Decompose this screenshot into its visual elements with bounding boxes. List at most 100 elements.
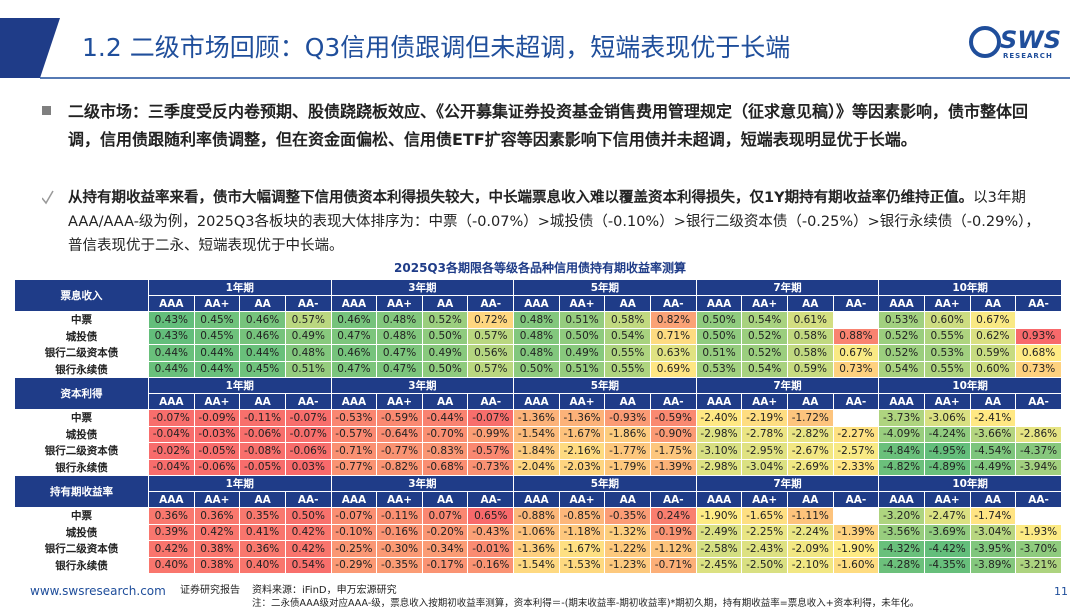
page-number: 11 [1054, 585, 1068, 598]
grade-header: AAA [330, 295, 378, 312]
cell: -3.10% [695, 442, 743, 460]
bullet-icons [42, 106, 54, 205]
table-title: 2025Q3各期限各等级各品种信用债持有期收益率测算 [394, 261, 686, 275]
cell: 0.73% [1015, 360, 1062, 378]
logo-sub: RESEARCH [1003, 52, 1053, 60]
grade-header: AAA [148, 393, 195, 410]
cell: -0.05% [193, 442, 241, 460]
cell: 0.52% [878, 344, 925, 362]
period-header: 7年期 [695, 475, 880, 492]
cell: -0.10% [330, 523, 378, 541]
cell: -1.54% [513, 556, 560, 574]
grade-header: AA- [284, 393, 332, 410]
cell: 0.43% [148, 327, 195, 345]
row-label: 银行永续债 [14, 360, 149, 378]
cell: -2.86% [1015, 425, 1062, 443]
cell: -1.54% [513, 425, 560, 443]
grade-header: AA+ [923, 295, 971, 312]
cell: -2.98% [695, 425, 743, 443]
row-label: 银行二级资本债 [14, 344, 149, 362]
cell: -0.70% [421, 425, 469, 443]
cell: -0.07% [330, 507, 378, 525]
cell: -1.36% [513, 540, 560, 558]
data-row: 城投债 0.39% 0.42% 0.41% 0.42% -0.10% -0.16% -0.20… [14, 523, 1062, 541]
cell: 0.48% [284, 344, 332, 362]
cell: -1.67% [558, 540, 606, 558]
cell: -1.67% [558, 425, 606, 443]
cell: -0.71% [650, 556, 697, 574]
row-label: 中票 [14, 507, 149, 525]
cell: 0.52% [421, 311, 469, 329]
grade-header: AA- [650, 491, 697, 508]
cell: -2.19% [741, 409, 788, 427]
row-label: 中票 [14, 409, 149, 427]
cell: -1.18% [558, 523, 606, 541]
cell: -2.09% [786, 540, 834, 558]
grade-header: AA [786, 491, 834, 508]
cell: -1.23% [604, 556, 652, 574]
cell: 0.71% [650, 327, 697, 345]
period-header: 10年期 [878, 377, 1062, 394]
cell: 0.42% [284, 540, 332, 558]
cell: 0.38% [193, 540, 241, 558]
data-row: 银行永续债 0.40% 0.38% 0.40% 0.54% -0.29% -0.35% -0.… [14, 556, 1062, 574]
cell: -0.06% [193, 458, 241, 476]
cell: 0.55% [604, 344, 652, 362]
grade-header: AA [969, 295, 1017, 312]
grade-header: AAA [148, 491, 195, 508]
period-header: 3年期 [330, 377, 515, 394]
grade-header: AA+ [741, 491, 788, 508]
grade-header: AAA [695, 491, 743, 508]
cell: 0.61% [786, 311, 834, 329]
cell: -0.35% [376, 556, 423, 574]
grade-header: AAA [878, 295, 925, 312]
grade-header: AA- [467, 393, 515, 410]
cell: -0.02% [148, 442, 195, 460]
cell: -2.10% [786, 556, 834, 574]
cell: 0.46% [239, 327, 286, 345]
cell: -0.04% [148, 425, 195, 443]
grade-header: AA [421, 295, 469, 312]
cell: 0.53% [923, 344, 971, 362]
cell: 0.47% [376, 344, 423, 362]
cell: 0.50% [421, 360, 469, 378]
cell: -0.07% [467, 409, 515, 427]
cell: 0.54% [741, 311, 788, 329]
cell: -4.32% [878, 540, 925, 558]
grade-header: AA [604, 295, 652, 312]
cell: -0.07% [284, 425, 332, 443]
cell: -2.67% [786, 442, 834, 460]
bullet-text: 以3年期AAA/AAA-级为例，2025Q3各板块的表现大体排序为：中票（-0.… [68, 190, 1040, 254]
cell: -2.04% [513, 458, 560, 476]
cell: 0.54% [284, 556, 332, 574]
cell: -3.73% [878, 409, 925, 427]
cell: -0.08% [239, 442, 286, 460]
cell: -2.45% [695, 556, 743, 574]
cell: -1.74% [969, 507, 1017, 525]
row-label: 银行二级资本债 [14, 540, 149, 558]
cell: -0.09% [193, 409, 241, 427]
cell: -2.98% [695, 458, 743, 476]
grade-header: AA [421, 491, 469, 508]
row-label: 中票 [14, 311, 149, 329]
cell: -3.69% [923, 523, 971, 541]
cell: 0.88% [832, 327, 880, 345]
cell: -2.57% [832, 442, 880, 460]
cell: 0.58% [786, 327, 834, 345]
cell: -0.03% [193, 425, 241, 443]
grade-header: AA [786, 295, 834, 312]
cell: -0.77% [330, 458, 378, 476]
cell: -2.47% [923, 507, 971, 525]
cell: 0.41% [239, 523, 286, 541]
cell: -2.95% [741, 442, 788, 460]
cell: 0.63% [650, 344, 697, 362]
source: 资料来源：iFinD，申万宏源研究 [252, 585, 397, 596]
cell: 0.47% [330, 360, 378, 378]
grade-header: AA [786, 393, 834, 410]
cell: -2.24% [786, 523, 834, 541]
cell: -1.72% [786, 409, 834, 427]
cell: 0.45% [193, 311, 241, 329]
cell: -0.16% [376, 523, 423, 541]
data-row: 银行二级资本债 0.44% 0.44% 0.44% 0.48% 0.46% 0.47% 0.4… [14, 344, 1062, 362]
